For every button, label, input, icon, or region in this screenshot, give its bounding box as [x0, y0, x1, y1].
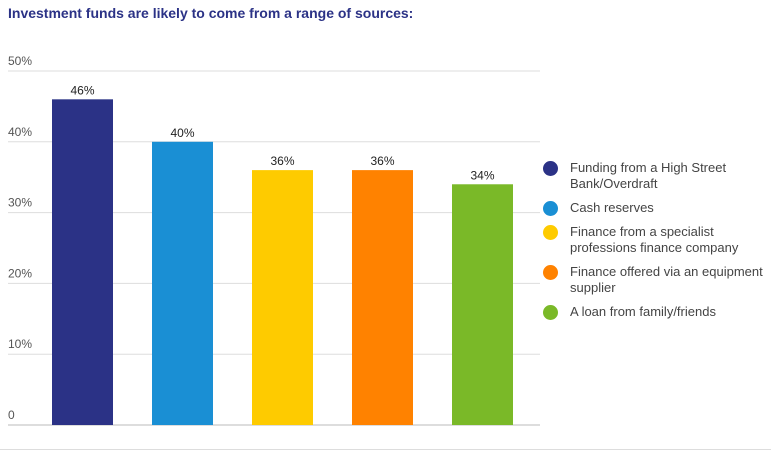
legend-item: Cash reserves: [541, 200, 766, 216]
legend-swatch: [543, 265, 558, 280]
y-tick-label: 10%: [8, 337, 32, 351]
legend-label: Cash reserves: [570, 200, 654, 215]
bar: [152, 141, 213, 426]
legend-label: Funding from a High Street Bank/Overdraf…: [570, 160, 727, 191]
legend-swatch: [543, 201, 558, 216]
data-label: 40%: [170, 126, 194, 140]
legend-swatch: [543, 161, 558, 176]
bottom-divider: [0, 449, 771, 450]
legend-item: Finance offered via an equipment supplie…: [541, 264, 766, 296]
legend-item: A loan from family/friends: [541, 304, 766, 320]
legend-label: Finance from a specialist professions fi…: [570, 224, 739, 255]
data-label: 34%: [470, 168, 494, 182]
legend-label: Finance offered via an equipment supplie…: [570, 264, 763, 295]
y-tick-label: 0: [8, 408, 15, 422]
legend-label: A loan from family/friends: [570, 304, 716, 319]
bar: [52, 99, 113, 425]
data-label: 36%: [270, 154, 294, 168]
y-tick-label: 30%: [8, 196, 32, 210]
data-label: 46%: [70, 83, 94, 97]
legend-item: Funding from a High Street Bank/Overdraf…: [541, 160, 766, 192]
bar: [252, 170, 313, 425]
legend-item: Finance from a specialist professions fi…: [541, 224, 766, 256]
data-label: 36%: [370, 154, 394, 168]
legend: Funding from a High Street Bank/Overdraf…: [541, 160, 766, 328]
bar: [352, 170, 413, 425]
legend-swatch: [543, 305, 558, 320]
y-tick-label: 50%: [8, 54, 32, 68]
chart-title: Investment funds are likely to come from…: [8, 5, 414, 21]
bar: [452, 184, 513, 425]
y-tick-label: 20%: [8, 266, 32, 280]
legend-swatch: [543, 225, 558, 240]
y-tick-label: 40%: [8, 125, 32, 139]
